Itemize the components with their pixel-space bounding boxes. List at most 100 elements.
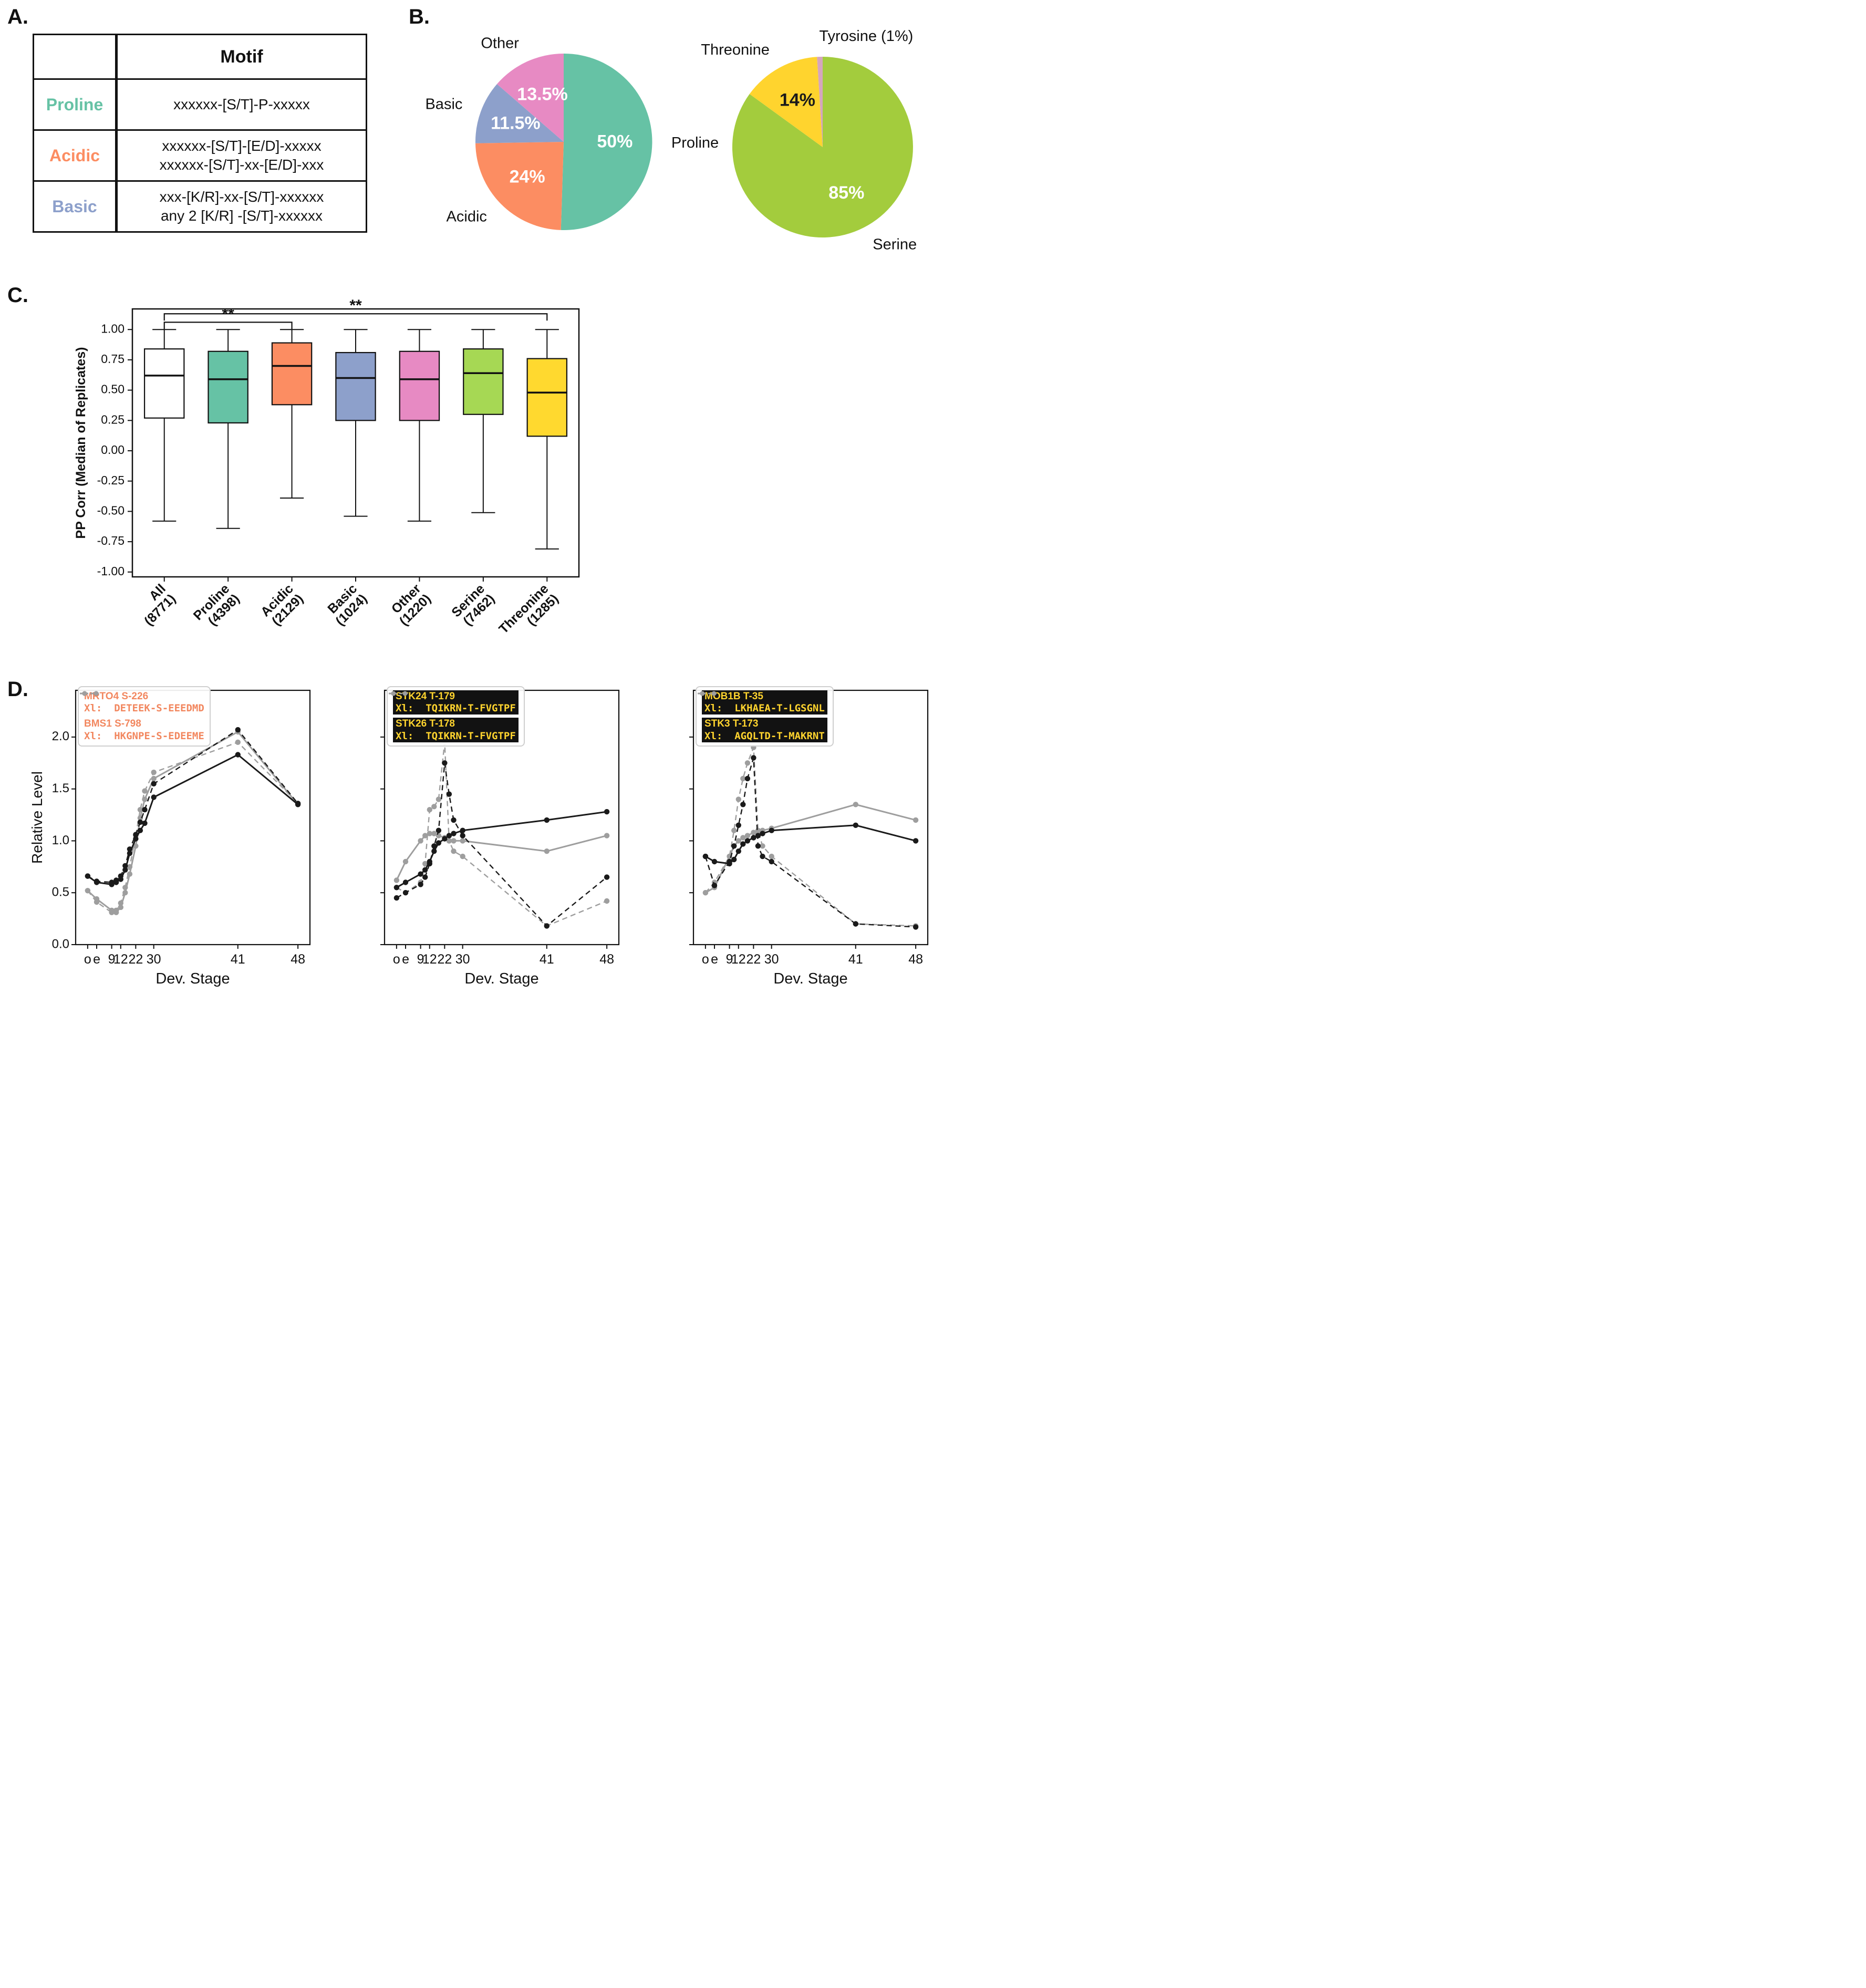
row-label-acidic: Acidic [33, 129, 118, 182]
legend-dot [82, 691, 87, 696]
data-point [751, 755, 756, 761]
legend-site-name: STK26 T-178 [393, 718, 519, 730]
data-point [451, 848, 457, 854]
data-point [604, 874, 610, 880]
data-point [94, 896, 100, 902]
legend-dot [94, 691, 99, 696]
row-label-basic: Basic [33, 180, 118, 233]
data-point [731, 827, 737, 833]
significance-label: ** [349, 297, 362, 314]
data-point [751, 830, 756, 835]
data-point [151, 794, 157, 800]
x-tick-label: o [84, 952, 91, 967]
data-point [109, 882, 115, 887]
data-point [427, 831, 432, 836]
panel-b-label: B. [409, 5, 430, 28]
data-point [151, 781, 157, 786]
data-point [137, 827, 143, 833]
data-point [853, 921, 858, 927]
data-point [402, 858, 409, 865]
series-line-stk24-t-179 [396, 811, 607, 888]
data-point [735, 848, 741, 854]
legend-text: STK3 T-173 Xl: AGQLTD-T-MAKRNT [702, 718, 827, 742]
motif-text-acidic: xxxxxx-[S/T]-[E/D]-xxxxx xxxxxx-[S/T]-xx… [116, 129, 367, 182]
motif-line: any 2 [K/R] -[S/T]-xxxxxx [160, 208, 323, 224]
data-point [702, 853, 709, 860]
data-point [442, 760, 448, 766]
data-point [422, 861, 428, 867]
pie-slice-proline [561, 53, 652, 230]
figure-panel: A. B. C. D. Motif Proline xxxxxx-[S/T]-P… [0, 0, 933, 994]
data-point [604, 898, 610, 904]
data-point [735, 796, 741, 802]
legend-entry: MOB1B T-35 Xl: LKHAEA-T-LGSGNL [698, 690, 827, 715]
motif-table: Motif Proline xxxxxx-[S/T]-P-xxxxx Acidi… [33, 34, 367, 233]
legend-site-name: BMS1 S-798 [84, 718, 141, 730]
legend-text: MRTO4 S-226 Xl: DETEEK-S-EEEDMD [84, 690, 204, 715]
x-tick-label: e [93, 952, 100, 967]
x-tick-label: 22 [128, 952, 143, 967]
pie-chart-residues: 85% Serine 14% Threonine Tyrosine (1%) [701, 28, 917, 253]
legend-marker-icon [698, 691, 719, 696]
series-line-mrto4-s-226 [87, 729, 299, 883]
legend-entry: STK3 T-173 Xl: AGQLTD-T-MAKRNT [698, 691, 827, 742]
legend-sequence: Xl: HKGNPE-S-EDEEME [84, 730, 204, 742]
data-point [418, 882, 423, 887]
x-tick-label: 12 [731, 952, 746, 967]
data-point [142, 788, 148, 794]
data-point [122, 890, 128, 896]
motif-table-row-acidic: Acidic xxxxxx-[S/T]-[E/D]-xxxxx xxxxxx-[… [33, 129, 367, 182]
pie-slice-basic [475, 84, 564, 143]
series-line-stk3-t-173 [705, 803, 916, 894]
data-point [760, 831, 765, 836]
data-point [118, 904, 123, 910]
data-point [702, 890, 709, 896]
line-chart-acidic-svg: 0.0 0.5 1.0 1.5 2.0 o e 912 22 30 41 48 Dev. Stage Re… [29, 689, 311, 987]
legend-text: BMS1 S-798 Xl: HKGNPE-S-EDEEME [84, 718, 204, 742]
pie-outside-label: Tyrosine (1%) [819, 28, 913, 45]
data-point [913, 838, 919, 844]
empty-corner-cell [33, 34, 118, 80]
y-tick-label: 1.5 [52, 781, 69, 795]
pie-outside-label: Threonine [701, 42, 770, 58]
data-point [451, 838, 457, 844]
x-tick-label: o [702, 952, 709, 967]
x-tick-label: 12 [422, 952, 437, 967]
motif-column-header: Motif [116, 34, 367, 80]
data-point [544, 848, 550, 854]
data-point [431, 831, 437, 836]
pie-pct-label: 24% [510, 167, 545, 187]
data-point [744, 760, 751, 766]
data-point [755, 833, 761, 838]
legend-text: STK24 T-179 Xl: TQIKRN-T-FVGTPF [393, 690, 519, 715]
box-serine [463, 348, 504, 415]
x-tick-label: 48 [908, 952, 923, 967]
x-tick-label: 12 [113, 952, 128, 967]
data-point [113, 879, 119, 885]
x-tick-label: o [393, 952, 400, 967]
data-point [436, 840, 442, 846]
data-point [740, 802, 746, 807]
y-tick-label: 1.0 [52, 833, 69, 847]
legend-sequence: Xl: DETEEK-S-EEEDMD [84, 702, 204, 715]
data-point [436, 833, 442, 838]
legend-sequence: Xl: AGQLTD-T-MAKRNT [702, 730, 827, 742]
data-point [769, 827, 774, 833]
pie-slice-other [497, 54, 564, 142]
x-tick-label: 30 [455, 952, 470, 967]
legend-sequence: Xl: TQIKRN-T-FVGTPF [393, 730, 519, 742]
pie-outside-label: Acidic [447, 208, 487, 225]
x-tick-label: 41 [540, 952, 554, 967]
motif-line: xxxxxx-[S/T]-xx-[E/D]-xxx [159, 157, 324, 173]
data-point [151, 769, 157, 775]
x-axis-label: Dev. Stage [773, 970, 847, 987]
pie-pct-label: 50% [597, 131, 633, 151]
data-point [853, 802, 858, 807]
data-point [604, 809, 610, 815]
series-line-mrto4-s-226 [87, 753, 299, 885]
x-tick-label: 30 [764, 952, 779, 967]
data-point [544, 923, 550, 929]
motif-table-row-basic: Basic xxx-[K/R]-xx-[S/T]-xxxxxx any 2 [K… [33, 180, 367, 233]
data-point [460, 833, 465, 838]
data-point [436, 796, 442, 802]
